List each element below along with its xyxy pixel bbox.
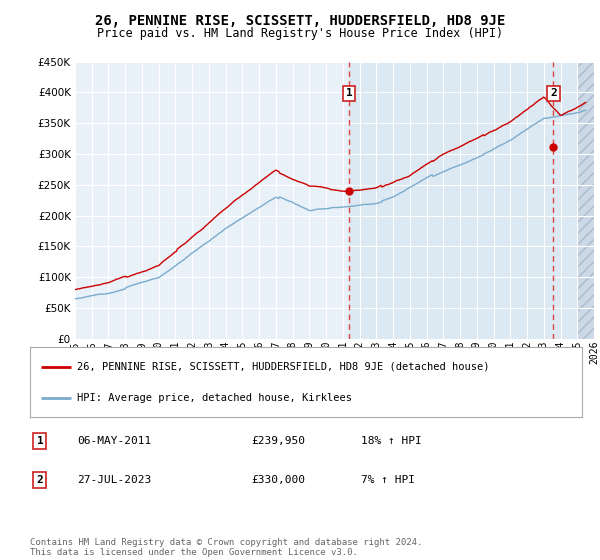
Bar — [577, 62, 594, 339]
Bar — [349, 62, 577, 339]
Text: £330,000: £330,000 — [251, 475, 305, 484]
Text: 2: 2 — [37, 475, 43, 484]
Text: 7% ↑ HPI: 7% ↑ HPI — [361, 475, 415, 484]
Text: 18% ↑ HPI: 18% ↑ HPI — [361, 436, 422, 446]
Text: 26, PENNINE RISE, SCISSETT, HUDDERSFIELD, HD8 9JE (detached house): 26, PENNINE RISE, SCISSETT, HUDDERSFIELD… — [77, 362, 490, 372]
Text: HPI: Average price, detached house, Kirklees: HPI: Average price, detached house, Kirk… — [77, 393, 352, 403]
Text: 2: 2 — [550, 88, 557, 99]
Text: £239,950: £239,950 — [251, 436, 305, 446]
Text: 27-JUL-2023: 27-JUL-2023 — [77, 475, 151, 484]
Text: Contains HM Land Registry data © Crown copyright and database right 2024.
This d: Contains HM Land Registry data © Crown c… — [30, 538, 422, 557]
Text: 06-MAY-2011: 06-MAY-2011 — [77, 436, 151, 446]
Bar — [75, 62, 349, 339]
Text: 1: 1 — [37, 436, 43, 446]
Text: 1: 1 — [346, 88, 352, 99]
Text: Price paid vs. HM Land Registry's House Price Index (HPI): Price paid vs. HM Land Registry's House … — [97, 27, 503, 40]
Text: 26, PENNINE RISE, SCISSETT, HUDDERSFIELD, HD8 9JE: 26, PENNINE RISE, SCISSETT, HUDDERSFIELD… — [95, 14, 505, 28]
